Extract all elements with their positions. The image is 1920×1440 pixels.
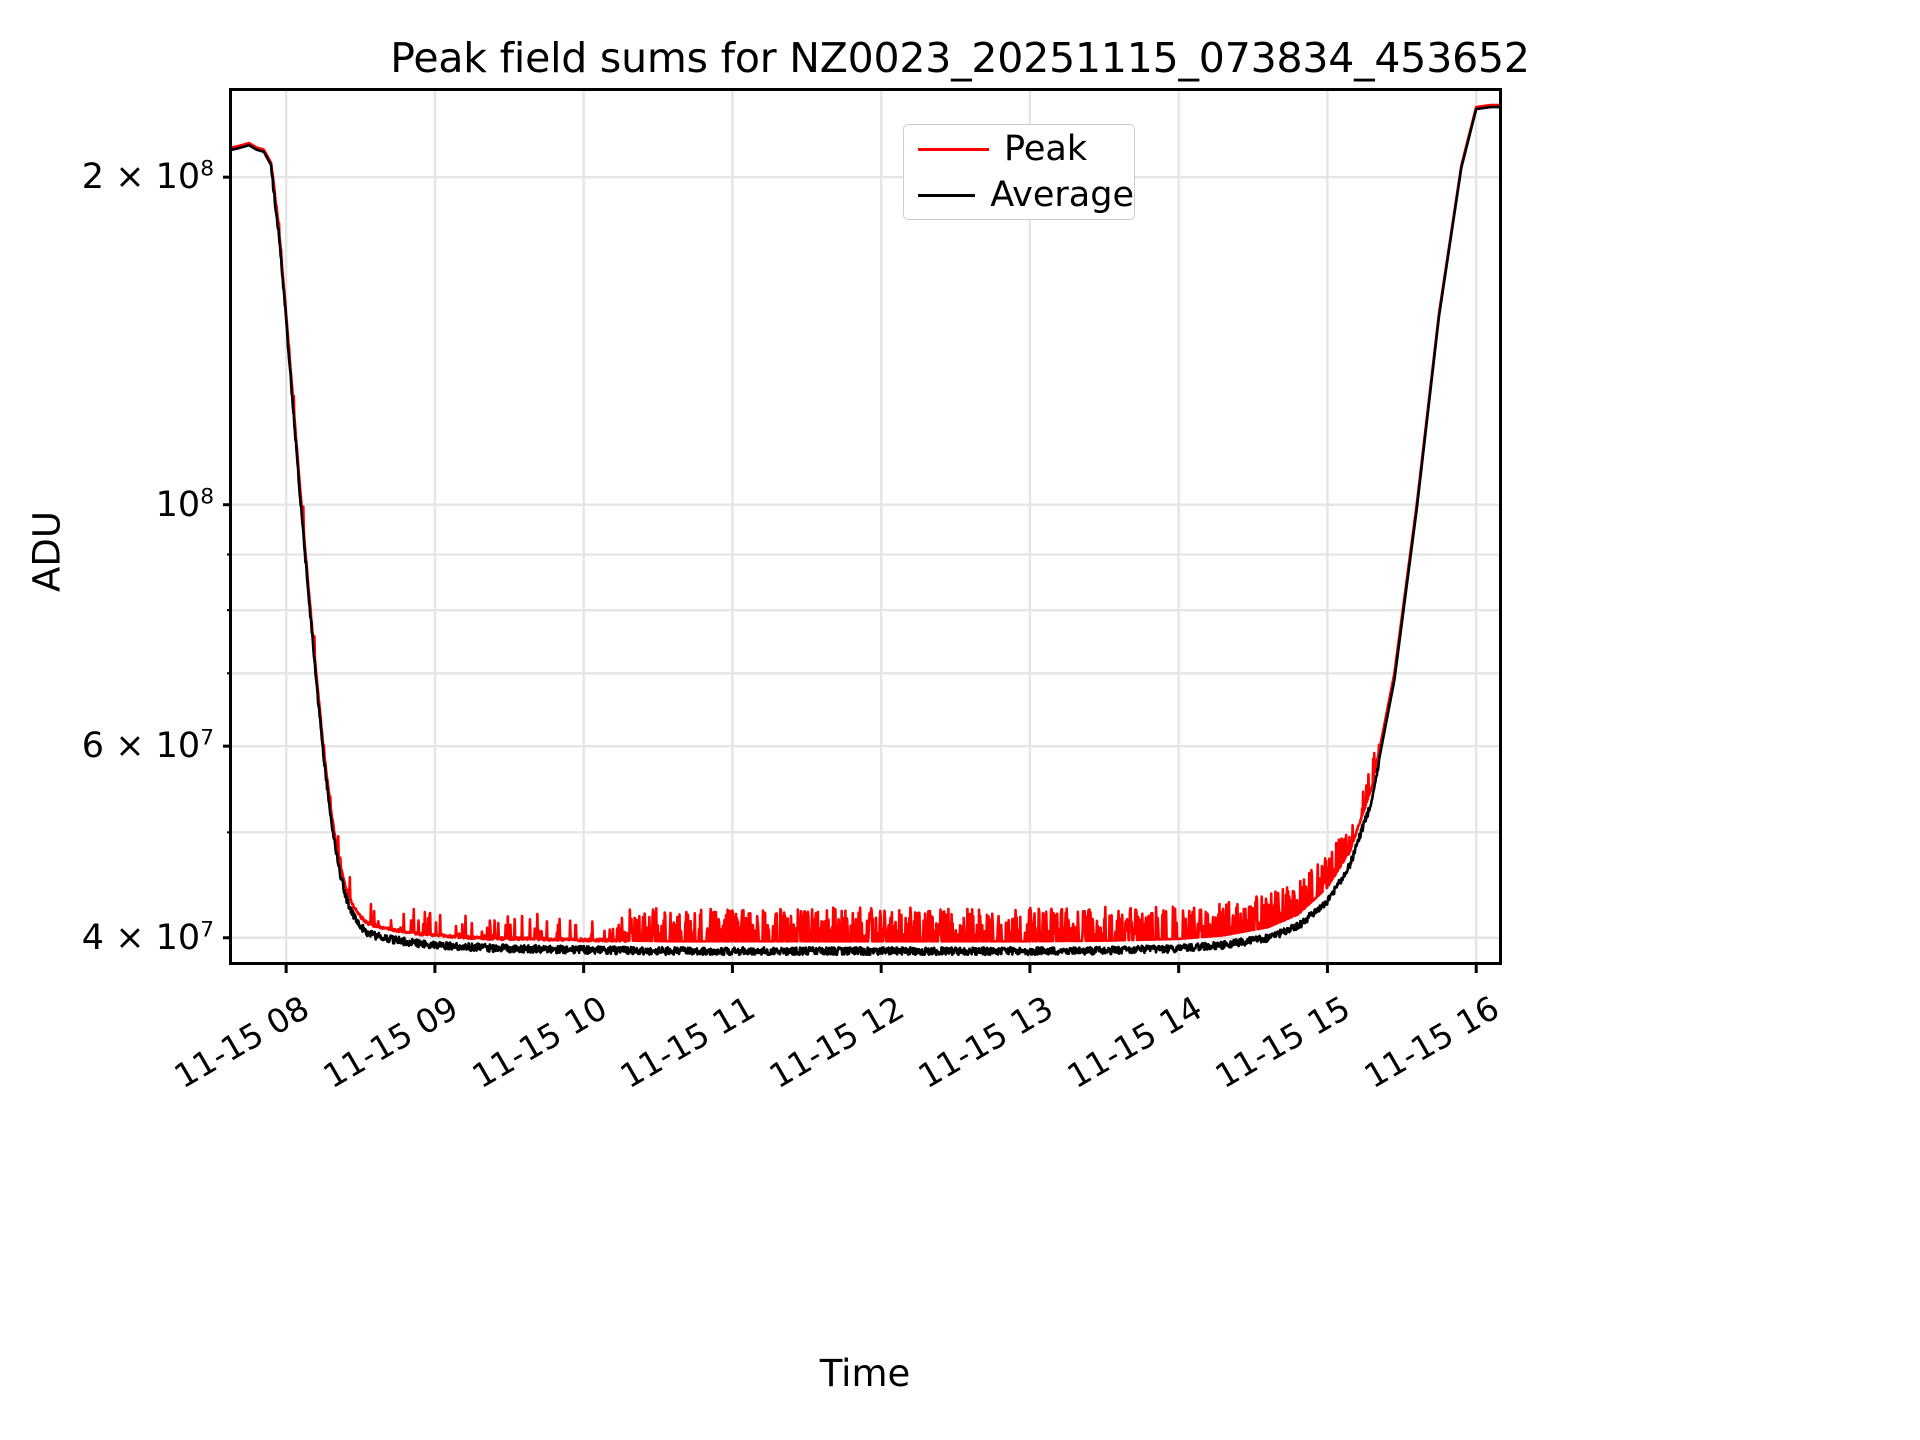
y-tick-label-0: 2 × 108 xyxy=(81,156,214,198)
legend-item-peak[interactable]: Peak xyxy=(904,125,1134,173)
legend-label-peak: Peak xyxy=(1004,128,1088,169)
tick-marks xyxy=(223,175,1478,973)
legend[interactable]: Peak Average xyxy=(903,124,1135,220)
legend-swatch-average xyxy=(918,193,976,197)
y-tick-label-1: 108 xyxy=(155,484,214,525)
y-tick-label-2: 6 × 107 xyxy=(81,725,214,767)
legend-item-average[interactable]: Average xyxy=(904,171,1134,219)
x-axis-label: Time xyxy=(819,1352,911,1395)
curve-peak xyxy=(230,103,1502,943)
legend-swatch-peak xyxy=(918,147,989,151)
axes-frame xyxy=(229,88,1502,965)
grid-lines xyxy=(232,91,1500,962)
chart-title: Peak field sums for NZ0023_20251115_0738… xyxy=(390,34,1530,82)
y-tick-label-3: 4 × 107 xyxy=(81,917,214,958)
curve-average xyxy=(230,105,1502,957)
legend-label-average: Average xyxy=(990,174,1134,215)
data-curves xyxy=(230,103,1502,957)
y-axis-label: ADU xyxy=(25,511,69,592)
